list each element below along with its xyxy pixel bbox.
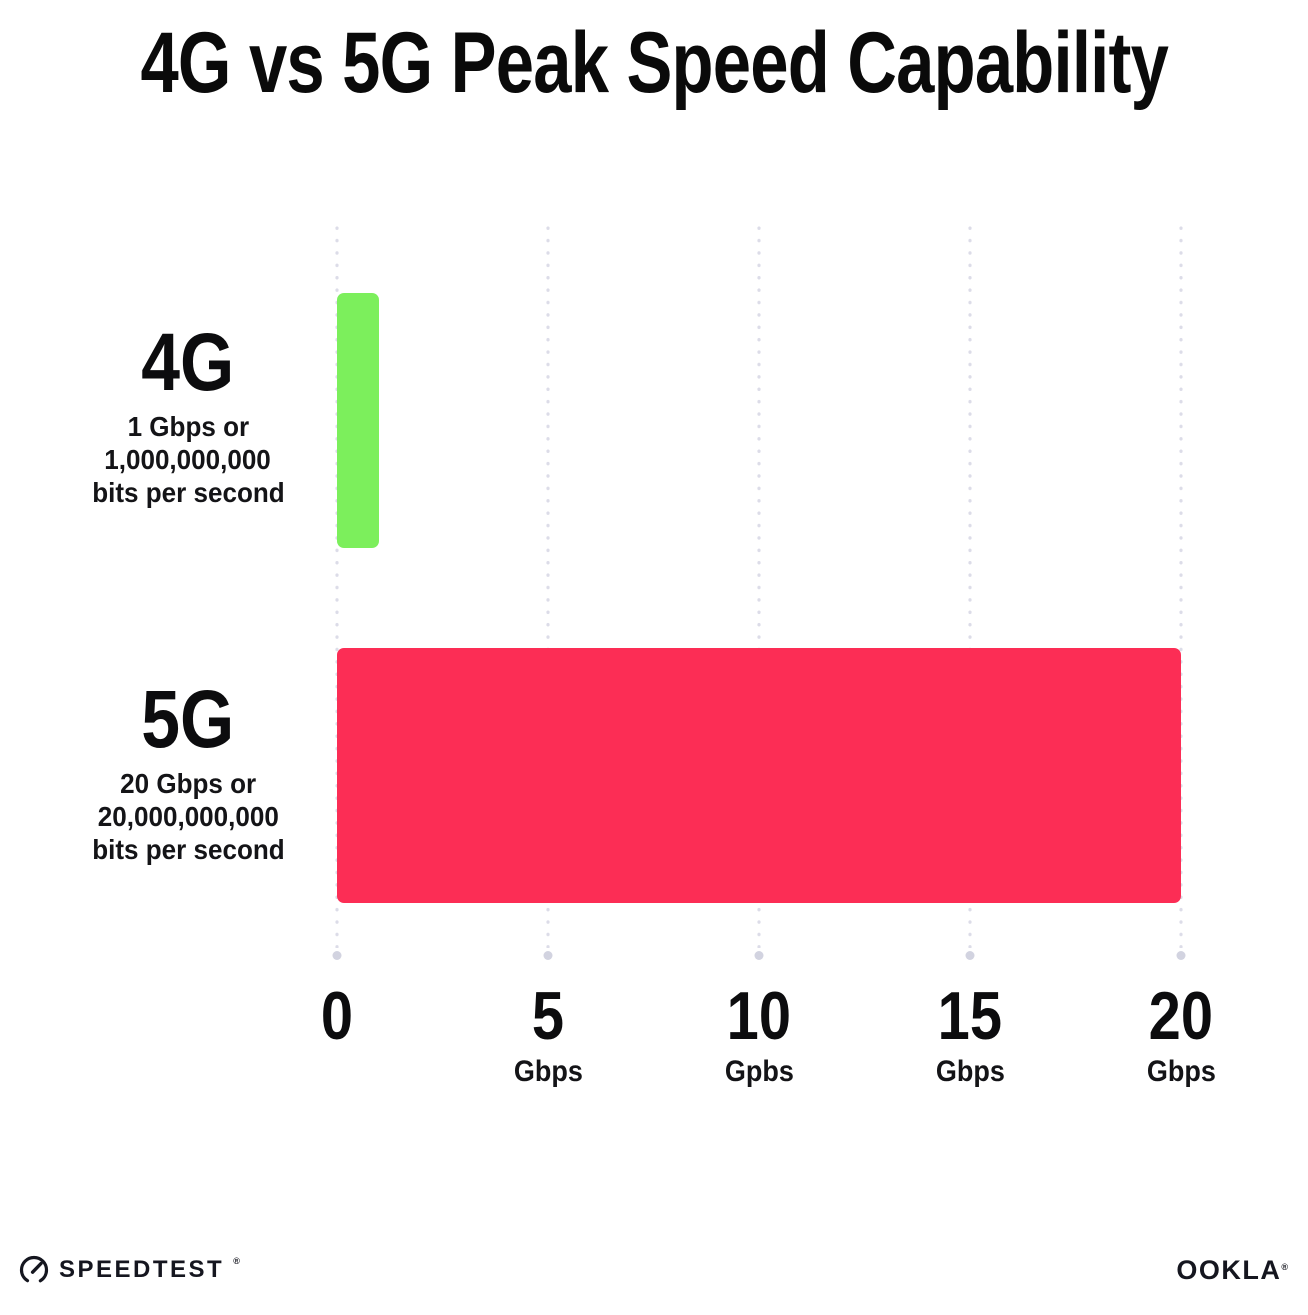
sublabel-line: 1,000,000,000 <box>104 444 272 475</box>
x-tick-label: 15 <box>937 978 1003 1054</box>
x-tick-label: 0 <box>320 978 354 1054</box>
x-tick-label: 10 <box>726 978 792 1054</box>
row-label-5g: 5G 20 Gbps or 20,000,000,000 bits per se… <box>38 679 338 866</box>
x-tick-unit: Gbps <box>1146 1055 1216 1088</box>
category-label-5g-text: 5G <box>141 674 235 765</box>
x-tick-unit: Gbps <box>935 1055 1005 1088</box>
sublabel-line: 1 Gbps or <box>127 411 249 442</box>
category-label-4g: 4G <box>38 322 338 404</box>
ookla-logo: OOKLA® <box>1176 1255 1288 1286</box>
speedtest-trademark: ® <box>233 1256 240 1266</box>
speedtest-wordmark: SPEEDTEST <box>59 1256 225 1283</box>
category-label-5g: 5G <box>38 679 338 761</box>
ookla-wordmark: OOKLA <box>1176 1254 1282 1285</box>
category-sublabel-5g: 20 Gbps or 20,000,000,000 bits per secon… <box>38 767 338 866</box>
chart-title-text: 4G vs 5G Peak Speed Capability <box>140 15 1168 111</box>
chart-title: 4G vs 5G Peak Speed Capability <box>0 16 1308 111</box>
x-tick-5: 5 Gbps <box>438 982 658 1088</box>
x-tick-15: 15 Gbps <box>860 982 1080 1088</box>
bar-4g <box>337 293 380 548</box>
speedtest-logo: SPEEDTEST ® <box>18 1254 240 1286</box>
x-tick-label: 20 <box>1148 978 1214 1054</box>
category-label-4g-text: 4G <box>141 317 235 408</box>
sublabel-line: 20 Gbps or <box>119 768 257 799</box>
bar-5g <box>337 648 1181 903</box>
category-sublabel-4g: 1 Gbps or 1,000,000,000 bits per second <box>38 410 338 509</box>
sublabel-line: 20,000,000,000 <box>97 801 279 832</box>
x-tick-0: 0 <box>227 982 447 1088</box>
x-tick-unit: Gbps <box>513 1055 583 1088</box>
x-tick-unit: Gpbs <box>724 1055 794 1088</box>
row-label-4g: 4G 1 Gbps or 1,000,000,000 bits per seco… <box>38 322 338 509</box>
sublabel-line: bits per second <box>91 477 285 508</box>
x-tick-20: 20 Gbps <box>1071 982 1291 1088</box>
footer: SPEEDTEST ® OOKLA® <box>18 1246 1288 1294</box>
sublabel-line: bits per second <box>91 834 285 865</box>
x-tick-10: 10 Gpbs <box>649 982 869 1088</box>
speedtest-gauge-icon <box>19 1255 49 1285</box>
x-tick-unit <box>227 1056 447 1088</box>
x-tick-label: 5 <box>531 978 565 1054</box>
ookla-trademark: ® <box>1281 1261 1288 1272</box>
